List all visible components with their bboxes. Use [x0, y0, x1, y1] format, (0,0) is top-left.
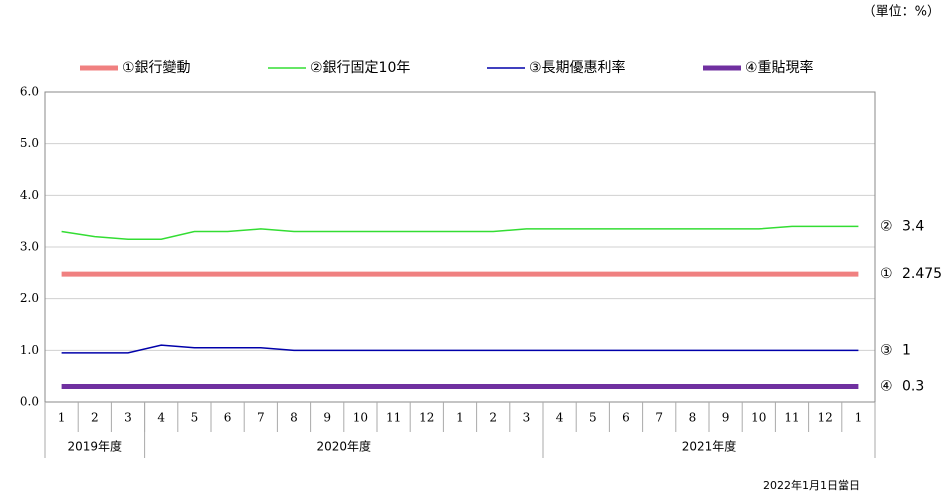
x-tick-label: 9 [722, 411, 730, 425]
x-tick-label: 10 [751, 411, 766, 425]
x-tick-label: 6 [224, 411, 232, 425]
unit-note: （單位：%） [863, 5, 940, 20]
end-marker: ④ [880, 379, 893, 395]
x-tick-label: 4 [157, 411, 165, 425]
group-label: 2020年度 [317, 439, 372, 454]
x-tick-label: 2 [489, 411, 497, 425]
y-tick-label: 2.0 [20, 291, 39, 305]
x-tick-label: 8 [290, 411, 298, 425]
x-tick-label: 2 [91, 411, 99, 425]
x-tick-label: 10 [353, 411, 368, 425]
y-tick-label: 1.0 [20, 343, 39, 357]
x-tick-label: 1 [58, 411, 66, 425]
x-tick-label: 8 [689, 411, 697, 425]
y-tick-label: 6.0 [20, 85, 39, 99]
x-tick-label: 12 [818, 411, 833, 425]
end-value: 0.3 [902, 379, 924, 395]
x-tick-label: 11 [784, 411, 799, 425]
end-value: 2.475 [902, 266, 942, 282]
x-tick-label: 1 [456, 411, 464, 425]
series-line [61, 344, 859, 354]
legend-label: ①銀行變動 [122, 60, 191, 76]
legend-label: ③長期優惠利率 [529, 59, 626, 76]
x-tick-label: 7 [257, 411, 265, 425]
x-tick-label: 6 [622, 411, 630, 425]
y-tick-label: 4.0 [20, 188, 39, 202]
x-tick-label: 5 [589, 411, 597, 425]
x-tick-label: 11 [386, 411, 401, 425]
legend-label: ②銀行固定10年 [310, 60, 410, 76]
date-note: 2022年1月1日當日 [763, 478, 860, 492]
plot-border [44, 91, 876, 403]
x-tick-label: 12 [419, 411, 434, 425]
x-tick-label: 5 [191, 411, 199, 425]
group-label: 2021年度 [682, 439, 737, 454]
y-tick-label: 5.0 [20, 136, 39, 150]
series-line [61, 225, 859, 240]
x-tick-label: 9 [323, 411, 331, 425]
x-tick-label: 7 [655, 411, 663, 425]
end-marker: ③ [880, 342, 893, 358]
x-tick-label: 4 [556, 411, 564, 425]
group-label: 2019年度 [68, 439, 123, 454]
x-tick-label: 3 [523, 411, 531, 425]
x-tick-label: 1 [855, 411, 863, 425]
x-tick-label: 3 [124, 411, 132, 425]
end-value: 3.4 [902, 218, 924, 234]
end-value: 1 [902, 342, 911, 358]
y-tick-label: 0.0 [20, 395, 39, 409]
end-marker: ② [880, 218, 893, 234]
legend-label: ④重貼現率 [745, 59, 814, 76]
y-tick-label: 3.0 [20, 240, 39, 254]
end-marker: ① [880, 266, 893, 282]
